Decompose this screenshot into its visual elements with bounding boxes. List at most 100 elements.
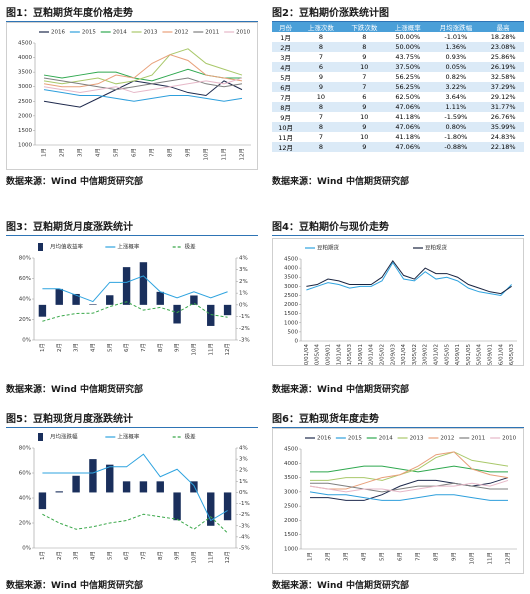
y-tick-label: 4000 [18,55,32,61]
x-tick-label: 5月 [113,148,120,157]
x-tick-label: 4月 [361,552,368,561]
table-cell: 47.06% [386,102,430,112]
series-line [306,261,512,296]
table-cell: 8 [299,122,343,132]
y-tick-label: 4500 [18,41,32,47]
table-cell: 37.50% [386,62,430,72]
legend-label: 2012 [440,436,454,442]
y-tick-label: 0% [239,302,248,308]
legend-label: 2015 [82,30,96,36]
table-cell: 25.86% [482,52,524,62]
x-tick-label: 2010/05/04 [315,344,321,366]
x-tick-label: 6月 [131,148,138,157]
table-cell: 22.18% [482,142,524,152]
y-tick-label: -4% [239,534,250,540]
bar [207,492,215,526]
bar [190,295,198,305]
legend-label: 月均值收益率 [50,243,84,251]
x-tick-label: 9月 [174,551,181,560]
legend-label: 上涨概率 [117,243,140,251]
table-cell: 32.58% [482,72,524,82]
legend-label: 月均涨跌幅 [50,433,78,441]
y-tick-label: 0% [22,338,31,344]
table-cell: 10 [342,132,387,142]
x-tick-label: 2月 [325,552,332,561]
table-cell: 7 [342,82,387,92]
table-cell: 9 [299,82,343,92]
table-cell: 9 [342,102,387,112]
table-cell: 7 [299,52,343,62]
y-tick-label: -3% [239,338,250,344]
x-tick-label: 2月 [56,343,63,352]
series-line [309,491,508,501]
table-row: 10月 8 9 47.06% 0.80% 35.99% [272,122,524,132]
series-line [42,513,228,534]
table-row: 4月 6 10 37.50% 0.05% 26.19% [272,62,524,72]
chart: 0% 20% 40% 60% 80% -3% -2% -1% 0% 1% 2% 3% 4% 1月 2月 3月 4… [6,238,258,366]
table-cell: 23.08% [482,42,524,52]
legend-label: 2014 [113,30,127,36]
y-tick-label: 80% [19,446,31,452]
x-tick-label: 1月 [41,148,48,157]
table-cell: 26.19% [482,62,524,72]
table-cell: 8月 [272,102,300,112]
table-cell: 3.64% [429,92,483,102]
x-tick-label: 10月 [469,552,476,565]
y-tick-label: 500 [288,329,299,335]
y-tick-label: 3500 [284,275,298,281]
x-tick-label: 9月 [185,148,192,157]
header-cell: 最高 [482,22,524,32]
x-tick-label: 2014/09/01 [455,344,461,366]
table-cell: 0.05% [429,62,483,72]
table-cell: 8 [299,102,343,112]
x-tick-label: 2012/01/04 [369,344,375,366]
series-line [43,89,243,102]
table-row: 7月 10 6 62.50% 3.64% 29.12% [272,92,524,102]
legend-label: 2011 [471,436,485,442]
x-tick-label: 2016/05/03 [509,344,515,366]
source: 数据来源：Wind 中信期货研究部 [6,385,143,395]
header-cell: 下跌次数 [342,22,387,32]
legend-label: 2010 [236,30,250,36]
table-row: 6月 9 7 56.25% 3.22% 37.29% [272,82,524,92]
x-tick-label: 8月 [167,148,174,157]
table-cell: 47.06% [386,142,430,152]
source: 数据来源：Wind 中信期货研究部 [272,385,409,395]
y-tick-label: -1% [239,314,250,320]
y-tick-label: 1500 [284,532,298,538]
x-tick-label: 2014/01/02 [434,344,440,366]
y-tick-label: 40% [19,496,31,502]
x-tick-label: 5月 [106,551,113,560]
x-tick-label: 10月 [190,343,197,356]
table-cell: 10月 [272,122,300,132]
y-tick-label: 2% [239,279,248,285]
source: 数据来源：Wind 中信期货研究部 [272,581,409,591]
table-cell: 29.12% [482,92,524,102]
x-tick-label: 6月 [397,552,404,561]
y-tick-label: 1000 [18,143,32,149]
series-line [43,54,243,88]
bar [139,481,148,493]
series-line [43,77,243,91]
y-tick-label: 1500 [284,311,298,317]
x-tick-label: 8月 [157,343,164,352]
x-tick-label: 2月 [56,551,63,560]
table-cell: 5月 [272,72,300,82]
series-line [42,275,228,303]
x-tick-label: 2011/05/03 [347,344,353,366]
x-tick-label: 12月 [239,148,246,161]
y-tick-label: 60% [19,276,31,282]
series-line [309,451,509,490]
x-tick-label: 2013/05/02 [412,344,418,366]
y-tick-label: 2000 [18,113,32,119]
series-line [309,479,509,493]
y-tick-label: 2000 [284,302,298,308]
table-cell: 8 [299,142,343,152]
table-cell: 7 [299,112,343,122]
bar [190,481,198,493]
x-tick-label: 8月 [157,551,164,560]
bar [139,262,148,305]
series-line [43,48,243,85]
y-tick-label: 2500 [284,293,298,299]
table-cell: 3.22% [429,82,483,92]
